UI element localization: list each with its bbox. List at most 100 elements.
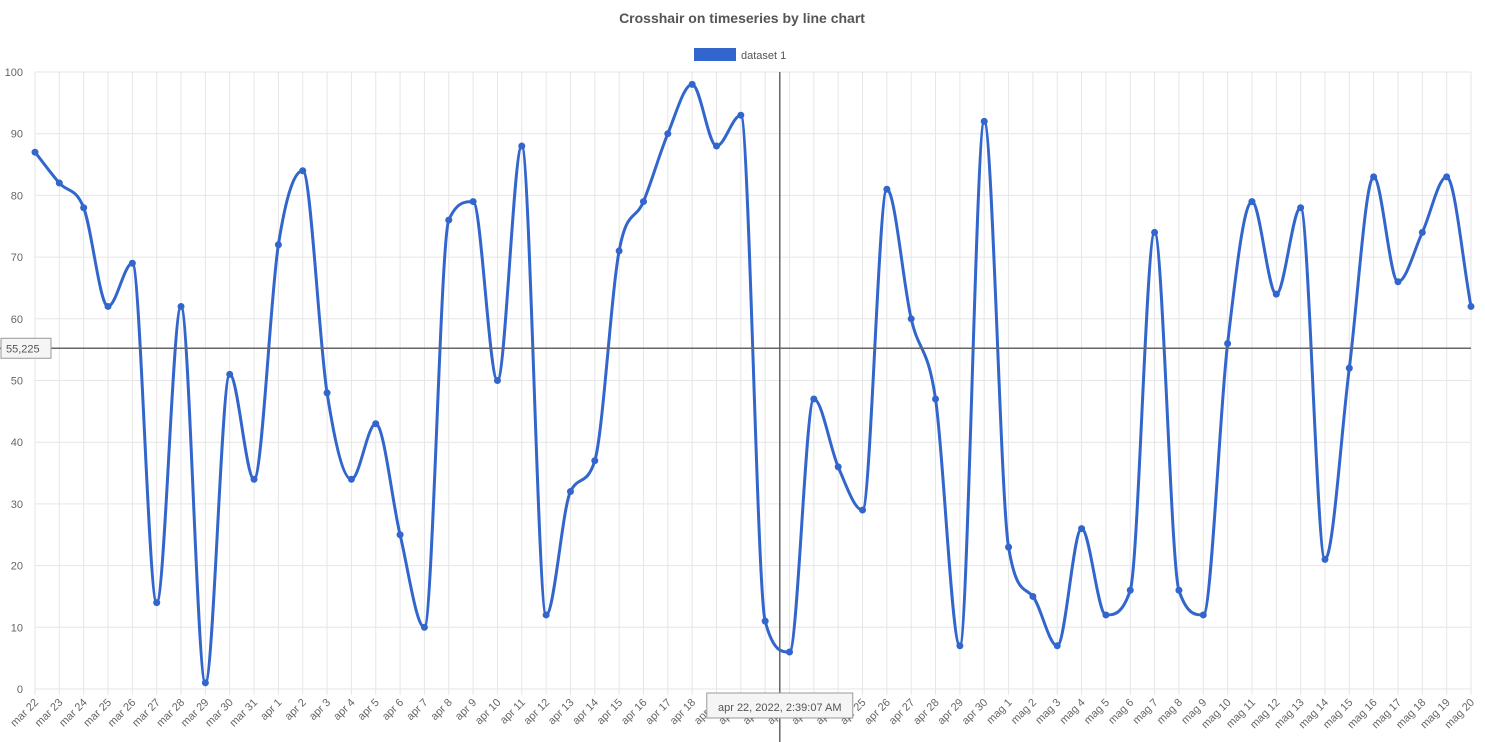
data-point xyxy=(639,198,647,206)
x-tick-label: mag 8 xyxy=(1155,697,1185,727)
y-tick-label: 20 xyxy=(11,561,23,573)
x-tick-label: apr 1 xyxy=(258,697,284,723)
x-tick-label: apr 28 xyxy=(911,697,942,728)
data-point xyxy=(1272,290,1280,298)
data-points xyxy=(31,80,1475,687)
data-point xyxy=(786,648,794,656)
crosshair: 55,225 apr 22, 2022, 2:39:07 AM xyxy=(0,72,1471,742)
x-tick-label: apr 18 xyxy=(668,697,699,728)
x-tick-label: mag 3 xyxy=(1033,697,1063,727)
data-point xyxy=(128,259,136,267)
data-point xyxy=(104,302,112,310)
y-tick-label: 80 xyxy=(11,190,23,202)
x-tick-label: mar 31 xyxy=(227,697,260,730)
data-point xyxy=(1321,555,1329,563)
data-point xyxy=(1418,228,1426,236)
x-tick-label: apr 12 xyxy=(522,697,553,728)
data-point xyxy=(396,531,404,539)
data-point xyxy=(907,315,915,323)
data-point xyxy=(1394,278,1402,286)
data-point xyxy=(883,185,891,193)
y-tick-label: 50 xyxy=(11,376,23,388)
crosshair-x-label-box xyxy=(706,692,854,719)
x-tick-label: apr 3 xyxy=(307,697,333,723)
y-tick-label: 10 xyxy=(11,622,23,634)
data-point xyxy=(712,142,720,150)
data-point xyxy=(737,111,745,119)
data-point xyxy=(323,389,331,397)
data-point xyxy=(932,395,940,403)
x-tick-label: apr 6 xyxy=(380,697,406,723)
data-point xyxy=(518,142,526,150)
x-tick-label: mag 6 xyxy=(1106,697,1136,727)
data-point xyxy=(1078,525,1086,533)
data-point xyxy=(1467,302,1475,310)
data-point xyxy=(1248,198,1256,206)
x-tick-label: apr 10 xyxy=(473,697,504,728)
data-point xyxy=(859,506,867,514)
data-point xyxy=(542,611,550,619)
data-point xyxy=(153,599,161,607)
data-point xyxy=(615,247,623,255)
y-axis-ticks: 0 10 20 30 40 50 60 70 80 90 100 xyxy=(5,67,23,696)
y-tick-label: 40 xyxy=(11,437,23,449)
x-tick-label: apr 16 xyxy=(619,697,650,728)
data-point xyxy=(566,488,574,496)
data-point xyxy=(469,198,477,206)
x-tick-label: apr 29 xyxy=(935,697,966,728)
x-tick-label: apr 4 xyxy=(331,697,357,723)
x-tick-label: apr 30 xyxy=(960,697,991,728)
data-point xyxy=(1370,173,1378,181)
data-point xyxy=(177,302,185,310)
legend-swatch xyxy=(694,48,736,61)
data-point xyxy=(1126,586,1134,594)
crosshair-y-label: 55,225 xyxy=(6,343,40,355)
y-tick-label: 30 xyxy=(11,499,23,511)
x-tick-label: mag 5 xyxy=(1082,697,1112,727)
data-point xyxy=(980,117,988,125)
data-point xyxy=(956,642,964,650)
x-tick-label: apr 11 xyxy=(498,697,528,727)
data-point xyxy=(688,80,696,88)
data-point xyxy=(1102,611,1110,619)
data-point xyxy=(1199,611,1207,619)
x-tick-label: mag 2 xyxy=(1009,697,1039,727)
x-tick-label: apr 14 xyxy=(570,697,601,728)
series-line-dataset-1 xyxy=(33,82,1473,685)
data-point xyxy=(445,216,453,224)
x-tick-label: apr 26 xyxy=(862,697,893,728)
data-point xyxy=(1175,586,1183,594)
data-point xyxy=(80,204,88,212)
data-point xyxy=(274,241,282,249)
data-point xyxy=(761,617,769,625)
legend[interactable]: dataset 1 xyxy=(694,48,786,62)
data-point xyxy=(1224,339,1232,347)
data-point xyxy=(420,623,428,631)
data-point xyxy=(31,148,39,156)
data-point xyxy=(1029,592,1037,600)
x-tick-label: mag 1 xyxy=(985,697,1015,727)
x-tick-label: mag 4 xyxy=(1058,697,1088,727)
data-point xyxy=(591,457,599,465)
chart-title: Crosshair on timeseries by line chart xyxy=(619,10,865,26)
crosshair-y-label-box xyxy=(0,337,52,359)
data-point xyxy=(299,167,307,175)
data-point xyxy=(372,420,380,428)
data-point xyxy=(834,463,842,471)
data-point xyxy=(493,377,501,384)
x-tick-label: apr 8 xyxy=(429,697,455,723)
data-point xyxy=(55,179,63,187)
data-point xyxy=(347,475,355,483)
data-point xyxy=(1005,543,1013,551)
x-tick-label: apr 13 xyxy=(546,697,577,728)
horizontal-gridlines xyxy=(35,71,1471,690)
x-tick-label: apr 5 xyxy=(356,697,382,723)
data-point xyxy=(226,370,234,378)
y-tick-label: 90 xyxy=(11,129,23,141)
data-point xyxy=(1151,228,1159,236)
y-tick-label: 100 xyxy=(5,67,23,79)
y-tick-label: 70 xyxy=(11,252,23,264)
data-point xyxy=(1345,364,1353,372)
crosshair-x-label: apr 22, 2022, 2:39:07 AM xyxy=(718,702,842,714)
